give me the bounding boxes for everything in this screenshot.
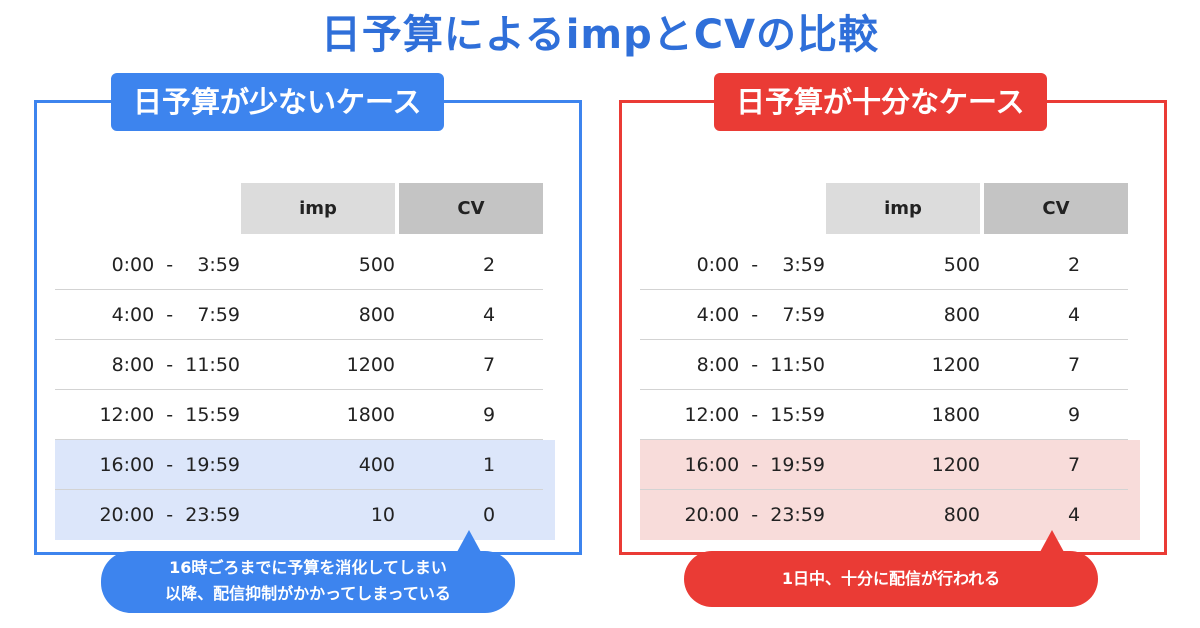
imp-cell: 800 <box>943 504 980 526</box>
imp-cell: 1800 <box>931 404 980 426</box>
imp-column-header: imp <box>241 183 395 234</box>
imp-cell: 800 <box>943 304 980 326</box>
cv-cell: 2 <box>1067 254 1081 276</box>
highlight-band <box>640 440 1140 540</box>
time-cell: 20:00 - 23:59 <box>684 504 825 526</box>
imp-cell: 1200 <box>346 354 395 376</box>
cv-cell: 4 <box>1067 304 1081 326</box>
page-title: 日予算によるimpとCVの比較 <box>320 12 880 58</box>
table-row: 16:00 - 19:59 400 1 <box>55 440 543 490</box>
table-row: 20:00 - 23:59 10 0 <box>55 490 543 540</box>
cv-cell: 9 <box>482 404 496 426</box>
table-row: 16:00 - 19:59 1200 7 <box>640 440 1128 490</box>
callout-line-2: 以降、配信抑制がかかってしまっている <box>165 584 451 603</box>
imp-cell: 1200 <box>931 454 980 476</box>
time-cell: 8:00 - 11:50 <box>111 354 240 376</box>
low-budget-panel: 日予算が少ないケース imp CV 0:00 - 3:59 500 2 4:00… <box>34 73 582 555</box>
high-budget-callout: 1日中、十分に配信が行われる <box>684 551 1098 607</box>
table-row: 4:00 - 7:59 800 4 <box>55 290 543 340</box>
callout-pointer <box>457 530 481 552</box>
imp-cell: 10 <box>370 504 395 526</box>
time-cell: 4:00 - 7:59 <box>696 304 825 326</box>
low-budget-label: 日予算が少ないケース <box>111 73 444 131</box>
cv-cell: 2 <box>482 254 496 276</box>
table-row: 8:00 - 11:50 1200 7 <box>55 340 543 390</box>
cv-column-header: CV <box>984 183 1128 234</box>
table-row: 8:00 - 11:50 1200 7 <box>640 340 1128 390</box>
time-cell: 4:00 - 7:59 <box>111 304 240 326</box>
low-budget-callout: 16時ごろまでに予算を消化してしまい 以降、配信抑制がかかってしまっている <box>101 551 515 613</box>
callout-pointer <box>1040 530 1064 552</box>
table-row: 4:00 - 7:59 800 4 <box>640 290 1128 340</box>
cv-cell: 4 <box>482 304 496 326</box>
imp-column-header: imp <box>826 183 980 234</box>
callout-line-1: 16時ごろまでに予算を消化してしまい <box>169 558 447 577</box>
time-cell: 8:00 - 11:50 <box>696 354 825 376</box>
time-cell: 12:00 - 15:59 <box>684 404 825 426</box>
high-budget-label: 日予算が十分なケース <box>714 73 1047 131</box>
table-row: 12:00 - 15:59 1800 9 <box>640 390 1128 440</box>
table-row: 0:00 - 3:59 500 2 <box>640 240 1128 290</box>
high-budget-panel: 日予算が十分なケース imp CV 0:00 - 3:59 500 2 4:00… <box>619 73 1167 555</box>
imp-cell: 1800 <box>346 404 395 426</box>
table-row: 20:00 - 23:59 800 4 <box>640 490 1128 540</box>
time-cell: 0:00 - 3:59 <box>696 254 825 276</box>
cv-cell: 7 <box>1067 354 1081 376</box>
table-row: 12:00 - 15:59 1800 9 <box>55 390 543 440</box>
imp-cell: 800 <box>358 304 395 326</box>
cv-cell: 7 <box>1067 454 1081 476</box>
cv-cell: 9 <box>1067 404 1081 426</box>
time-cell: 16:00 - 19:59 <box>684 454 825 476</box>
cv-column-header: CV <box>399 183 543 234</box>
time-cell: 12:00 - 15:59 <box>99 404 240 426</box>
time-cell: 16:00 - 19:59 <box>99 454 240 476</box>
imp-cell: 500 <box>358 254 395 276</box>
cv-cell: 4 <box>1067 504 1081 526</box>
imp-cell: 1200 <box>931 354 980 376</box>
highlight-band <box>55 440 555 540</box>
time-cell: 0:00 - 3:59 <box>111 254 240 276</box>
imp-cell: 500 <box>943 254 980 276</box>
cv-cell: 0 <box>482 504 496 526</box>
table-row: 0:00 - 3:59 500 2 <box>55 240 543 290</box>
imp-cell: 400 <box>358 454 395 476</box>
time-cell: 20:00 - 23:59 <box>99 504 240 526</box>
cv-cell: 7 <box>482 354 496 376</box>
cv-cell: 1 <box>482 454 496 476</box>
